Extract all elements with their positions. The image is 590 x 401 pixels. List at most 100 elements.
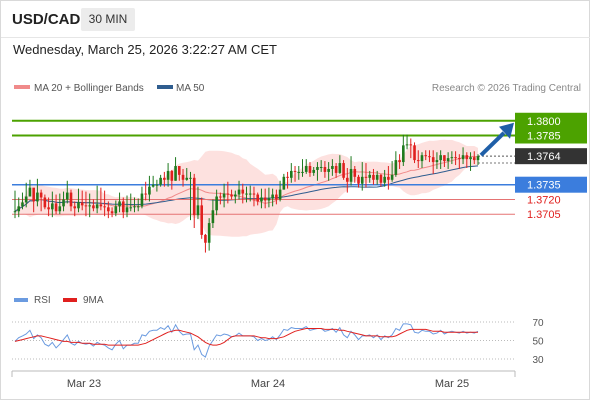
candle-body: [331, 166, 334, 169]
candle-body: [323, 166, 327, 172]
candle-body: [51, 203, 54, 210]
candle-body: [431, 157, 435, 163]
candle-body: [435, 160, 439, 163]
ma9-legend-label: 9MA: [83, 295, 104, 306]
candle-body: [334, 166, 338, 173]
candle-body: [204, 234, 207, 243]
candle-body: [144, 193, 147, 195]
candle-body: [368, 174, 372, 178]
rsi-tick-label: 50: [532, 337, 544, 348]
candlesticks: [13, 134, 480, 253]
candle-body: [125, 207, 129, 213]
candle-body: [114, 206, 118, 214]
candle-body: [346, 177, 349, 182]
rsi-ma9-line: [14, 328, 478, 346]
support-label: 1.3735: [527, 180, 561, 192]
candle-body: [65, 192, 69, 200]
candle-body: [110, 211, 114, 214]
candle-body: [211, 210, 215, 224]
candle-body: [166, 170, 170, 180]
datetime-label: Wednesday, March 25, 2026 3:22:27 AM CET: [13, 42, 277, 57]
candle-body: [290, 170, 293, 178]
candle-body: [43, 197, 47, 208]
candle-body: [121, 201, 125, 213]
candle-body: [267, 198, 271, 201]
candle-body: [155, 184, 159, 186]
candle-body: [390, 174, 394, 180]
candle-body: [402, 145, 405, 163]
candle-body: [73, 206, 77, 209]
candle-body: [174, 166, 177, 181]
candle-body: [271, 194, 274, 199]
ma50-legend-label: MA 50: [176, 83, 205, 94]
candle-body: [458, 158, 461, 160]
candle-body: [465, 155, 469, 160]
candle-body: [472, 157, 476, 161]
candle-body: [54, 203, 58, 212]
candle-body: [21, 202, 24, 207]
candle-body: [297, 171, 301, 173]
candle-body: [327, 168, 330, 172]
candle-body: [47, 207, 50, 210]
candle-body: [263, 197, 267, 201]
candle-body: [308, 166, 312, 173]
candle-body: [129, 207, 133, 209]
candle-body: [170, 170, 174, 181]
candle-body: [360, 176, 364, 184]
candle-body: [312, 169, 316, 173]
candle-body: [405, 144, 409, 146]
candle-body: [416, 160, 420, 162]
candle-body: [357, 176, 360, 184]
candle-body: [136, 206, 140, 208]
candle-body: [286, 176, 289, 178]
candle-body: [28, 187, 32, 197]
candle-body: [177, 166, 181, 175]
candle-body: [293, 170, 297, 172]
candle-body: [92, 205, 95, 209]
candle-body: [454, 157, 457, 159]
rsi-legend-swatch: [14, 298, 28, 302]
resistance-label-box: [515, 112, 587, 129]
chart-header: USD/CAD 30 MIN: [1, 1, 590, 37]
candle-body: [192, 177, 196, 216]
price-level-labels: 1.3800 1.3785 1.3764 1.3735 1.3720 1.3705: [515, 112, 587, 221]
candle-body: [226, 193, 230, 195]
candle-body: [372, 174, 375, 180]
candle-body: [39, 192, 43, 198]
projection-arrow-shaft: [479, 131, 506, 157]
x-tick-label: Mar 23: [67, 378, 101, 390]
candle-body: [99, 204, 103, 207]
candle-body: [118, 201, 121, 207]
candle-body: [278, 189, 282, 200]
candle-body: [252, 193, 256, 195]
x-tick-label: Mar 24: [251, 378, 285, 390]
copyright-label: Research © 2026 Trading Central: [432, 83, 581, 94]
candle-body: [148, 186, 151, 195]
candle-body: [443, 155, 446, 162]
ma20-legend-label: MA 20 + Bollinger Bands: [34, 83, 144, 94]
candle-body: [248, 193, 252, 195]
projection-arrow: [479, 122, 514, 157]
candle-body: [196, 205, 200, 216]
candle-body: [241, 189, 245, 194]
candle-body: [88, 205, 91, 207]
price-levels: [12, 119, 515, 215]
candle-body: [185, 177, 189, 180]
timeframe-button[interactable]: 30 MIN: [81, 8, 135, 31]
pair-title: USD/CAD: [12, 11, 81, 28]
candle-body: [17, 206, 21, 212]
candle-body: [189, 177, 192, 179]
candle-body: [349, 168, 353, 182]
candle-body: [62, 199, 65, 207]
candle-body: [450, 157, 454, 159]
candle-body: [319, 166, 323, 168]
current-price-label: 1.3764: [527, 151, 561, 163]
candle-body: [375, 174, 379, 180]
candle-body: [439, 155, 442, 161]
candle-body: [342, 163, 345, 178]
candle-body: [237, 189, 241, 195]
candle-body: [260, 197, 263, 202]
rsi-panel: 70 50 30: [12, 318, 544, 366]
candle-body: [233, 194, 237, 197]
rsi-legend: RSI 9MA: [14, 295, 104, 306]
